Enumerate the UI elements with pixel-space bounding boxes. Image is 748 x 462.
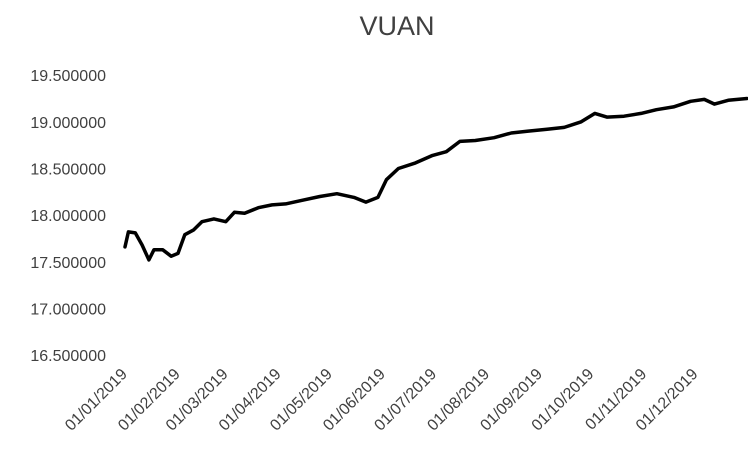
y-tick-label: 18.000000 bbox=[30, 208, 106, 225]
y-tick-label: 19.000000 bbox=[30, 115, 106, 132]
y-tick-label: 19.500000 bbox=[30, 68, 106, 85]
y-tick-label: 18.500000 bbox=[30, 162, 106, 179]
chart-title: VUAN bbox=[359, 11, 434, 41]
line-series bbox=[123, 96, 748, 262]
y-tick-label: 17.500000 bbox=[30, 255, 106, 272]
y-tick-label: 16.500000 bbox=[30, 348, 106, 365]
y-tick-label: 17.000000 bbox=[30, 302, 106, 319]
